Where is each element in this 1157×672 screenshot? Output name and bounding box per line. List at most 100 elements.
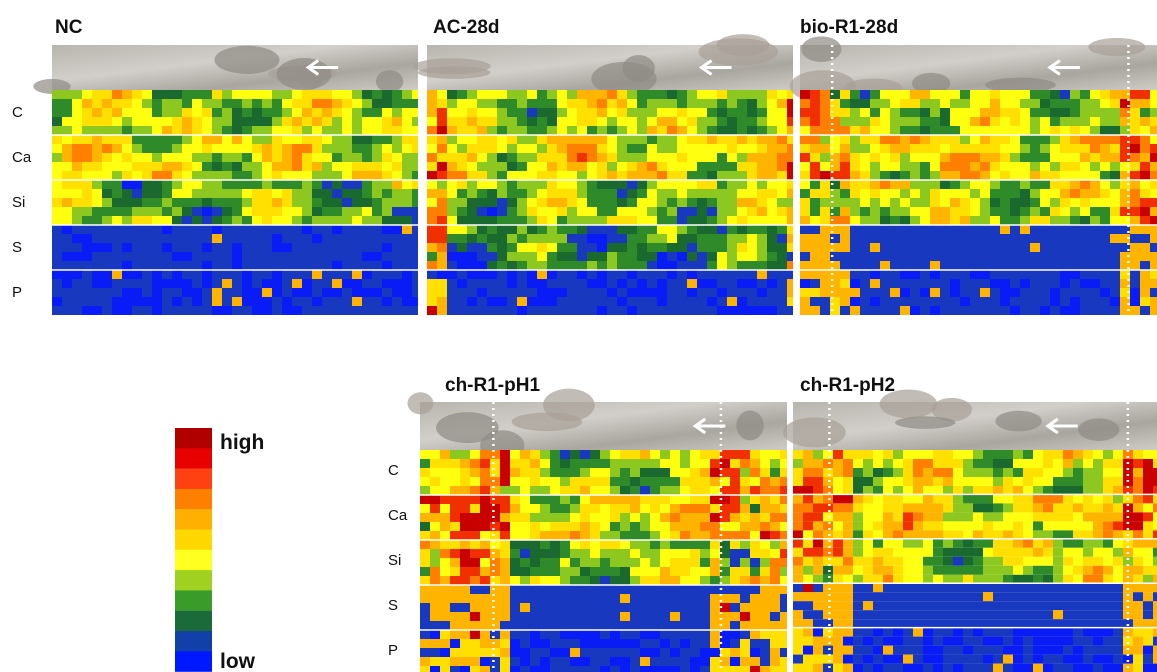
map-cell [1053,512,1063,521]
map-cell [707,180,717,189]
map-cell [362,216,372,225]
map-cell [172,216,182,225]
map-cell [737,243,747,252]
map-cell [510,522,520,531]
map-cell [517,153,527,162]
map-cell [132,153,142,162]
map-cell [853,503,863,512]
map-cell [480,504,490,513]
map-cell [332,153,342,162]
map-cell [262,198,272,207]
map-cell [102,108,112,117]
map-cell [547,252,557,261]
map-cell [1080,234,1090,243]
map-cell [750,540,760,549]
map-cell [440,612,450,621]
map-cell [833,512,843,521]
map-cell [710,594,720,603]
map-cell [477,270,487,279]
map-cell [162,279,172,288]
map-cell [1010,117,1020,126]
map-cell [467,198,477,207]
map-cell [1013,521,1023,530]
map-cell [272,198,282,207]
map-cell [72,198,82,207]
map-cell [212,189,222,198]
map-cell [560,495,570,504]
map-cell [677,261,687,270]
map-cell [707,243,717,252]
map-cell [252,126,262,135]
map-cell [870,216,880,225]
map-cell [900,117,910,126]
map-cell [547,243,557,252]
map-cell [707,252,717,261]
map-cell [960,288,970,297]
map-cell [1153,637,1157,646]
map-cell [943,530,953,538]
map-cell [1130,207,1140,216]
map-cell [567,288,577,297]
map-cell [152,270,162,279]
map-cell [510,621,520,630]
map-cell [540,495,550,504]
map-cell [437,270,447,279]
map-cell [1033,655,1043,664]
map-cell [1143,459,1153,468]
map-cell [52,198,62,207]
map-cell [990,216,1000,225]
map-cell [152,306,162,315]
map-cell [447,216,457,225]
map-cell [657,198,667,207]
map-cell [402,216,412,225]
map-cell [557,279,567,288]
map-cell [122,90,132,99]
map-cell [332,90,342,99]
map-cell [507,180,517,189]
map-cell [637,270,647,279]
map-cell [833,503,843,512]
map-cell [477,198,487,207]
map-cell [1003,521,1013,530]
row-label: Ca [12,149,32,166]
map-cell [497,117,507,126]
map-cell [660,531,670,540]
map-cell [192,144,202,153]
map-cell [980,279,990,288]
map-cell [707,288,717,297]
map-cell [580,603,590,612]
map-cell [172,153,182,162]
map-cell [212,117,222,126]
map-cell [677,162,687,171]
map-cell [1153,592,1157,601]
map-cell [242,99,252,108]
map-cell [707,306,717,315]
map-cell [657,90,667,99]
map-cell [312,153,322,162]
map-cell [767,297,777,306]
map-cell [62,180,72,189]
map-cell [450,648,460,657]
map-cell [750,630,760,639]
map-cell [650,495,660,504]
map-cell [920,279,930,288]
map-cell [833,477,843,486]
map-cell [202,234,212,243]
map-cell [650,450,660,459]
map-cell [392,207,402,216]
map-cell [232,216,242,225]
map-cell [1103,503,1113,512]
map-cell [1140,306,1150,315]
map-cell [477,216,487,225]
map-cell [527,153,537,162]
map-cell [527,108,537,117]
map-cell [990,189,1000,198]
map-cell [222,288,232,297]
map-cell [172,189,182,198]
map-cell [983,628,993,637]
map-cell [630,558,640,567]
map-cell [1030,252,1040,261]
map-cell [412,234,418,243]
map-cell [282,171,292,180]
map-cell [677,126,687,135]
